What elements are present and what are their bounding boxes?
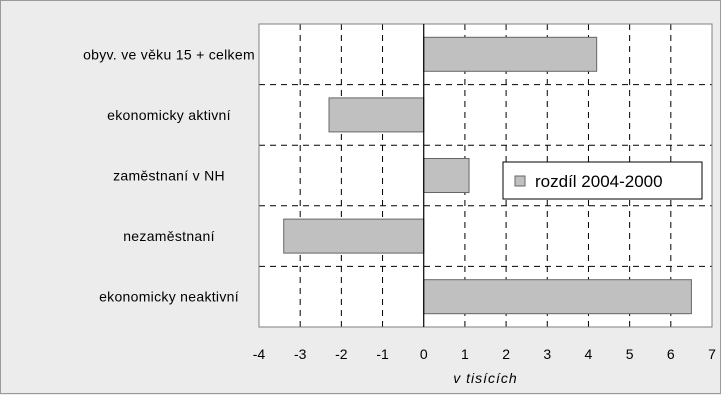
category-label: nezaměstnaní (123, 228, 215, 244)
x-tick-label: -3 (294, 346, 307, 362)
x-tick-label: 5 (626, 346, 634, 362)
bar (423, 279, 692, 315)
legend-label: rozdíl 2004-2000 (535, 172, 663, 191)
category-label: ekonomicky neaktivní (99, 289, 239, 305)
x-tick-label: -4 (253, 346, 266, 362)
x-tick-label: 3 (543, 346, 551, 362)
x-tick-label: 0 (420, 346, 428, 362)
category-label: ekonomicky aktivní (107, 107, 231, 123)
x-axis-title: v tisících (453, 370, 517, 386)
bar (423, 36, 598, 72)
x-tick-label: 7 (708, 346, 716, 362)
x-tick-label: 6 (667, 346, 675, 362)
plot-border (258, 23, 713, 328)
bar (283, 218, 425, 254)
category-label: obyv. ve věku 15 + celkem (83, 46, 255, 62)
legend-box (502, 161, 703, 200)
legend-swatch (514, 175, 526, 187)
x-tick-label: -2 (335, 346, 348, 362)
x-tick-label: 2 (502, 346, 510, 362)
x-tick-label: -1 (376, 346, 389, 362)
bar (423, 158, 470, 193)
bar (328, 97, 425, 133)
x-tick-label: 1 (461, 346, 469, 362)
x-tick-label: 4 (585, 346, 593, 362)
category-label: zaměstnaní v NH (113, 168, 225, 184)
